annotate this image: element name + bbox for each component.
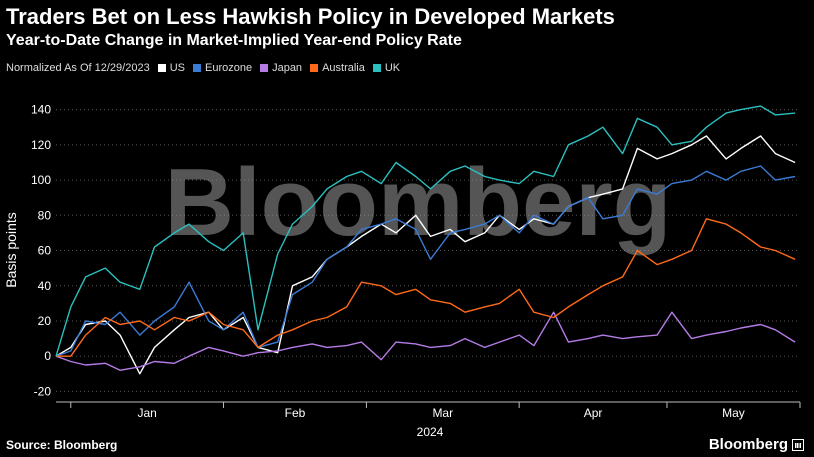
- legend-label: Japan: [272, 62, 303, 74]
- series-line-eurozone: [55, 165, 796, 357]
- series-line-japan: [55, 311, 796, 371]
- y-tick-label: -20: [34, 384, 52, 398]
- legend-item-eurozone: Eurozone: [192, 62, 253, 74]
- x-tick-label: May: [722, 406, 745, 420]
- gridlines: [56, 109, 800, 392]
- legend-item-uk: UK: [372, 62, 401, 74]
- chart-title: Traders Bet on Less Hawkish Policy in De…: [6, 4, 615, 29]
- y-tick-label: 120: [31, 138, 51, 152]
- legend-swatch: [157, 64, 166, 72]
- legend-item-australia: Australia: [310, 62, 365, 74]
- legend-label: US: [169, 62, 185, 74]
- x-tick-label: Feb: [285, 406, 306, 420]
- legend-item-japan: Japan: [260, 62, 302, 74]
- y-tick-label: 20: [38, 314, 52, 328]
- x-axis-title: 2024: [417, 425, 444, 439]
- y-tick-label: 140: [31, 103, 51, 117]
- legend-swatch: [260, 64, 269, 72]
- y-tick-label: 100: [31, 173, 51, 187]
- legend-item-us: US: [157, 62, 185, 74]
- series-lines: [55, 105, 796, 375]
- y-tick-label: 60: [38, 244, 52, 258]
- bloomberg-watermark: Bloomberg: [165, 149, 672, 256]
- series-line-uk: [55, 105, 796, 357]
- y-tick-label: 0: [44, 349, 51, 363]
- series-line-us: [55, 135, 796, 375]
- legend-label: Eurozone: [204, 62, 253, 74]
- legend: Normalized As Of 12/29/2023 US Eurozone Ja…: [6, 62, 408, 74]
- x-tick-label: Mar: [432, 406, 453, 420]
- series-line-australia: [56, 218, 796, 357]
- y-tick-label: 40: [38, 279, 52, 293]
- legend-label: UK: [384, 62, 401, 74]
- chart-subtitle: Year-to-Date Change in Market-Implied Ye…: [6, 32, 462, 49]
- x-tick-label: Apr: [584, 406, 603, 420]
- source-note: Source: Bloomberg: [6, 438, 118, 452]
- y-tick-label: 80: [38, 208, 52, 222]
- y-axis-title-group: Basis points: [3, 212, 19, 287]
- x-tick-label: Jan: [137, 406, 156, 420]
- legend-note: Normalized As Of 12/29/2023: [6, 62, 150, 74]
- legend-label: Australia: [322, 62, 365, 74]
- brand-name: Bloomberg: [708, 436, 788, 453]
- legend-swatch: [310, 64, 319, 72]
- bar-chart-icon: [792, 438, 804, 451]
- y-axis-title: Basis points: [3, 212, 19, 287]
- axes: -20 0 20 40 60 80 100 120 140 Jan Feb Mar Apr May: [31, 103, 801, 420]
- legend-swatch: [372, 64, 381, 72]
- legend-swatch: [192, 64, 201, 72]
- brand-logo: Bloomberg: [709, 436, 804, 453]
- legend-items: US Eurozone Japan Australia UK: [157, 62, 408, 74]
